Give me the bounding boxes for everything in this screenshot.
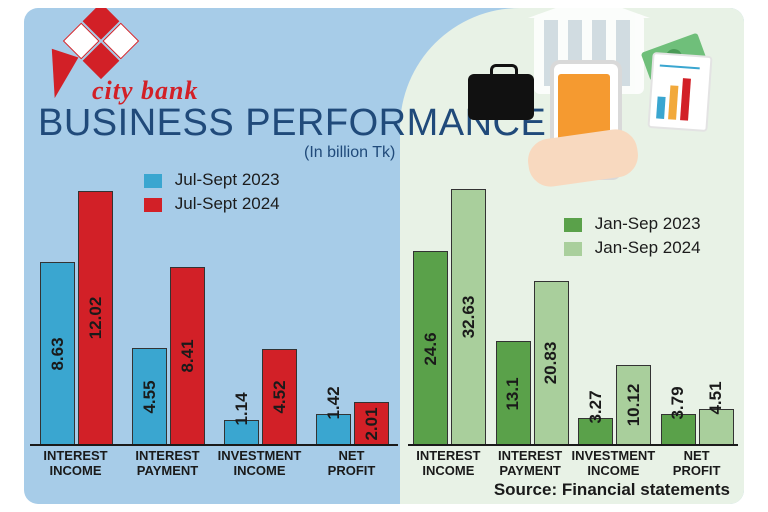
bar: 13.1 [496,341,531,446]
briefcase-icon [468,74,534,120]
bar-value-label: 2.01 [362,407,382,440]
bar-chart-ytd: 24.632.6313.120.833.2710.123.794.51 [408,172,738,446]
bar: 20.83 [534,281,569,446]
brand-logo: city bank [38,14,228,104]
category-label: INTERESTPAYMENT [122,446,214,480]
bar: 1.42 [316,414,351,446]
bar-value-label: 4.51 [706,381,726,414]
bar-value-label: 4.52 [270,381,290,414]
bar: 3.27 [578,418,613,446]
bar: 3.79 [661,414,696,446]
chart-card-icon [647,52,712,132]
bar-chart-quarterly: 8.63 12.02 4.55 8.41 1.14 4.52 1.42 2.01 [30,172,398,446]
bar-group: 13.1 20.83 [496,281,569,446]
bar-value-label: 10.12 [624,384,644,427]
bar-value-label: 3.27 [586,391,606,424]
bar: 1.14 [224,420,259,446]
bar-value-label: 3.79 [668,387,688,420]
bar-group: 3.794.51 [661,409,734,446]
bar-value-label: 1.42 [324,387,344,420]
bar: 4.55 [132,348,167,446]
category-label: NETPROFIT [306,446,398,480]
bar: 10.12 [616,365,651,446]
bar-group: 3.27 10.12 [578,365,651,446]
x-axis-right: INTERESTINCOMEINTERESTPAYMENTINVESTMENTI… [408,444,738,480]
bar-value-label: 13.1 [503,377,523,410]
category-label: INTERESTINCOME [408,446,490,480]
bar-value-label: 8.63 [48,338,68,371]
category-label: INTERESTINCOME [30,446,122,480]
bar-value-label: 20.83 [541,342,561,385]
bar-group: 24.6 32.63 [413,189,486,446]
bar-group: 1.42 2.01 [316,402,389,446]
chart-subtitle: (In billion Tk) [304,144,395,162]
bar: 12.02 [78,191,113,446]
bar: 8.41 [170,267,205,446]
logo-kite-tail-icon [38,49,79,101]
bar: 2.01 [354,402,389,446]
category-label: INVESTMENTINCOME [214,446,306,480]
bar: 24.6 [413,251,448,446]
bar-value-label: 12.02 [86,297,106,340]
page: city bank BUSINESS PERFORMANCE (In billi… [0,0,768,512]
category-label: NETPROFIT [656,446,738,480]
bar: 8.63 [40,262,75,446]
bar-group: 4.55 8.41 [132,267,205,446]
bar-value-label: 8.41 [178,340,198,373]
bar-value-label: 32.63 [459,296,479,339]
bar-group: 8.63 12.02 [40,191,113,446]
category-label: INTERESTPAYMENT [490,446,572,480]
infographic-frame: city bank BUSINESS PERFORMANCE (In billi… [24,8,744,504]
bar: 32.63 [451,189,486,446]
bar-group: 1.14 4.52 [224,349,297,446]
bar: 4.51 [699,409,734,446]
hero-illustration [454,14,714,184]
bar-value-label: 1.14 [232,392,252,425]
source-text: Source: Financial statements [494,480,730,500]
category-label: INVESTMENTINCOME [571,446,656,480]
bar-value-label: 4.55 [140,381,160,414]
bar: 4.52 [262,349,297,446]
bar-value-label: 24.6 [421,332,441,365]
x-axis-left: INTERESTINCOMEINTERESTPAYMENTINVESTMENTI… [30,444,398,480]
